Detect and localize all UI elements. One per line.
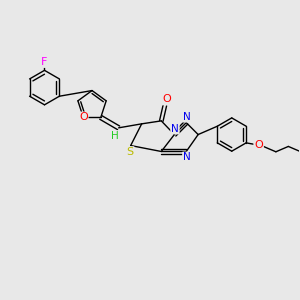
Text: N: N (171, 124, 179, 134)
Text: N: N (183, 112, 191, 122)
Text: N: N (183, 152, 191, 162)
Text: O: O (162, 94, 171, 104)
Text: F: F (41, 57, 48, 67)
Text: H: H (111, 131, 119, 141)
Text: O: O (254, 140, 263, 150)
Text: S: S (127, 147, 134, 157)
Text: O: O (79, 112, 88, 122)
